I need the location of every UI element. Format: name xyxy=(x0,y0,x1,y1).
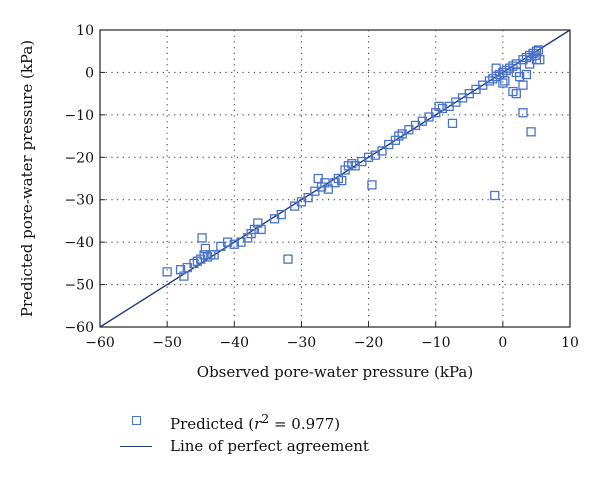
x-tick-label: −50 xyxy=(152,335,182,351)
data-point xyxy=(229,239,239,249)
x-tick-label: −10 xyxy=(421,335,451,351)
line-icon xyxy=(120,436,160,456)
legend-label-line: Line of perfect agreement xyxy=(170,437,369,455)
data-point xyxy=(511,88,521,99)
data-point xyxy=(521,69,532,80)
y-tick-label: −40 xyxy=(64,235,94,251)
y-axis-title: Predicted pore-water pressure (kPa) xyxy=(18,40,36,317)
data-point xyxy=(337,175,347,186)
data-point xyxy=(437,103,448,114)
y-tick-label: 10 xyxy=(76,23,94,39)
data-point xyxy=(526,127,536,137)
open-square-icon xyxy=(120,412,160,432)
data-point xyxy=(283,254,293,264)
data-point xyxy=(490,190,500,201)
data-point xyxy=(323,184,333,194)
y-tick-label: −10 xyxy=(64,108,94,124)
x-axis-title: Observed pore-water pressure (kPa) xyxy=(197,363,473,381)
y-tick-label: −30 xyxy=(64,193,94,209)
x-tick-label: −60 xyxy=(85,335,115,351)
data-point xyxy=(498,78,508,88)
data-point xyxy=(518,108,528,118)
x-tick-label: −30 xyxy=(287,335,317,351)
axis-ticks: −60 −50 −40 −30 −20 −10 0 10 −60 −50 −40 −30 −20 −10 0… xyxy=(64,23,578,351)
legend: Predicted (r2 = 0.977) Line of perfect a… xyxy=(120,410,369,458)
data-point xyxy=(530,50,540,61)
data-point xyxy=(276,209,286,220)
data-points xyxy=(162,45,545,281)
y-tick-label: 0 xyxy=(85,65,94,81)
x-tick-label: 10 xyxy=(561,335,579,351)
data-point xyxy=(491,63,501,73)
data-point xyxy=(363,152,374,162)
data-point xyxy=(197,233,207,243)
data-point xyxy=(162,267,172,277)
data-point xyxy=(303,192,313,203)
data-point xyxy=(377,146,387,156)
legend-item-line: Line of perfect agreement xyxy=(120,434,369,458)
legend-label-predicted: Predicted (r2 = 0.977) xyxy=(170,411,341,433)
data-point xyxy=(256,224,266,235)
x-tick-label: −20 xyxy=(354,335,384,351)
y-tick-label: −20 xyxy=(64,150,94,166)
data-point xyxy=(447,118,458,128)
data-point xyxy=(222,237,233,247)
data-point xyxy=(367,180,377,190)
scatter-chart: −60 −50 −40 −30 −20 −10 0 10 −60 −50 −40 −30 −20 −10 0… xyxy=(18,23,579,381)
y-tick-label: −60 xyxy=(64,320,94,336)
data-point xyxy=(518,80,528,90)
data-point xyxy=(500,76,510,86)
x-tick-label: −40 xyxy=(220,335,250,351)
y-tick-label: −50 xyxy=(64,278,94,294)
legend-item-predicted: Predicted (r2 = 0.977) xyxy=(120,410,369,434)
data-point xyxy=(209,250,219,260)
x-tick-label: 0 xyxy=(498,335,507,351)
plot-area xyxy=(99,29,571,328)
grid xyxy=(100,30,570,327)
